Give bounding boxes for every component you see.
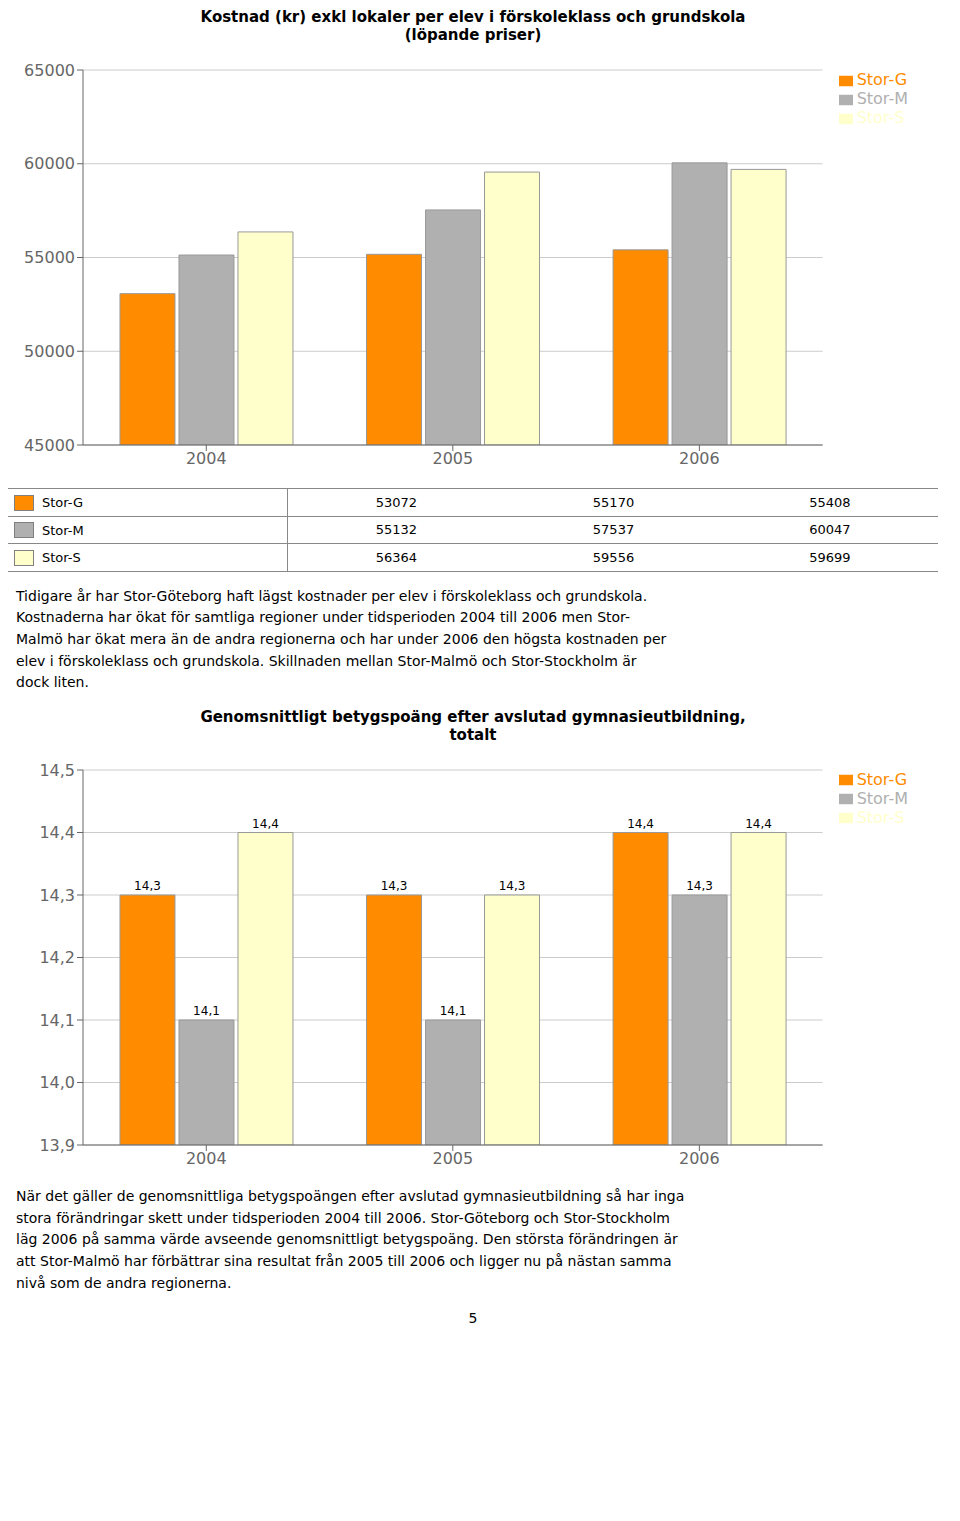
html-text:När det gäller de genomsnittli: När det gäller de genomsnittliga betygsp… xyxy=(16,1187,685,1291)
html-text:Kostnad (kr) exkl lokaler per: Kostnad (kr) exkl lokaler per elev i för… xyxy=(200,8,746,44)
svg-text:14,3: 14,3 xyxy=(499,879,526,893)
html-text:55408: 55408 xyxy=(809,494,851,510)
html-text:Genomsnittligt betygspoäng eft: Genomsnittligt betygspoäng efter avsluta… xyxy=(200,707,746,744)
html-text:55132: 55132 xyxy=(375,522,418,538)
html-text:59556: 59556 xyxy=(592,549,635,565)
svg-text:14,3: 14,3 xyxy=(39,886,75,905)
svg-text:13,9: 13,9 xyxy=(39,1136,75,1155)
html-text:55170: 55170 xyxy=(592,494,635,510)
svg-text:14,5: 14,5 xyxy=(39,761,75,780)
html-text:53072: 53072 xyxy=(375,494,418,510)
html-text:Stor-M: Stor-M xyxy=(856,89,908,108)
svg-text:2004: 2004 xyxy=(186,1149,227,1168)
svg-text:2006: 2006 xyxy=(679,449,720,468)
html-text:Stor-G: Stor-G xyxy=(42,495,84,510)
html-text:Stor-M: Stor-M xyxy=(42,522,84,538)
html-text:60047: 60047 xyxy=(809,522,851,538)
svg-text:14,0: 14,0 xyxy=(39,1073,75,1092)
svg-text:14,3: 14,3 xyxy=(381,879,408,893)
html-text:Stor-G: Stor-G xyxy=(856,769,908,789)
html-text:56364: 56364 xyxy=(375,549,418,565)
svg-text:14,4: 14,4 xyxy=(39,823,75,842)
svg-text:14,2: 14,2 xyxy=(39,948,75,967)
svg-text:45000: 45000 xyxy=(24,436,75,455)
html-text:Stor-S: Stor-S xyxy=(856,108,905,127)
svg-text:14,4: 14,4 xyxy=(627,816,654,830)
svg-text:14,1: 14,1 xyxy=(193,1004,220,1018)
svg-text:2005: 2005 xyxy=(432,1149,473,1168)
svg-text:65000: 65000 xyxy=(24,61,75,80)
html-text:Stor-G: Stor-G xyxy=(856,70,908,89)
svg-text:2005: 2005 xyxy=(432,449,473,468)
html-text:Stor-S: Stor-S xyxy=(42,550,81,565)
svg-text:55000: 55000 xyxy=(24,248,75,267)
svg-text:14,1: 14,1 xyxy=(39,1011,75,1030)
svg-text:14,4: 14,4 xyxy=(252,816,279,830)
html-text:57537: 57537 xyxy=(592,522,635,538)
svg-text:50000: 50000 xyxy=(24,342,75,361)
svg-text:60000: 60000 xyxy=(24,154,75,173)
svg-text:14,1: 14,1 xyxy=(440,1004,467,1018)
svg-text:2004: 2004 xyxy=(186,449,227,468)
html-text:Tidigare år har Stor-Göteborg: Tidigare år har Stor-Göteborg haft lägst… xyxy=(16,587,667,691)
svg-text:14,3: 14,3 xyxy=(134,879,161,893)
html-text:Stor-S: Stor-S xyxy=(856,807,905,827)
html-text:Stor-M: Stor-M xyxy=(856,788,908,808)
svg-text:14,3: 14,3 xyxy=(686,879,713,893)
html-text:5: 5 xyxy=(468,1310,478,1327)
html-text:59699: 59699 xyxy=(809,549,851,565)
svg-text:2006: 2006 xyxy=(679,1149,720,1168)
svg-text:14,4: 14,4 xyxy=(745,816,772,830)
